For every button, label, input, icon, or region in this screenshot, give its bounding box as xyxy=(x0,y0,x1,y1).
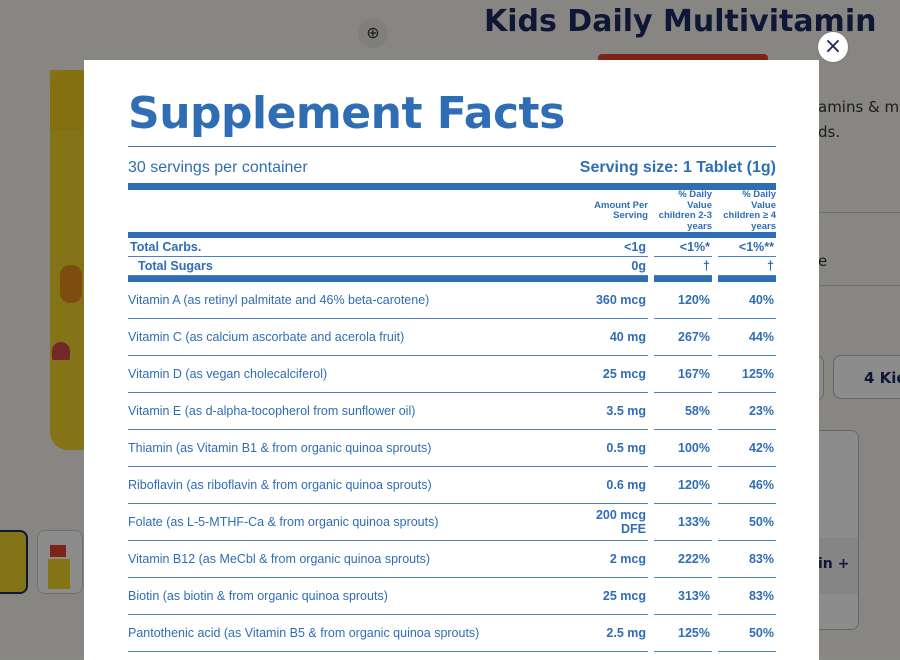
daily-value-4: 83% xyxy=(718,541,776,578)
daily-value-2-3: † xyxy=(654,257,712,276)
daily-value-2-3: <1%* xyxy=(654,238,712,257)
nutrient-name: Thiamin (as Vitamin B1 & from organic qu… xyxy=(128,430,584,467)
daily-value-2-3: 120% xyxy=(654,282,712,319)
table-row: Biotin (as biotin & from organic quinoa … xyxy=(128,578,776,615)
option-label: e xyxy=(818,252,828,270)
daily-value-4: 83% xyxy=(718,578,776,615)
table-row: Vitamin B12 (as MeCbl & from organic qui… xyxy=(128,541,776,578)
daily-value-4: 125% xyxy=(718,356,776,393)
thumbnail-1[interactable] xyxy=(0,530,28,594)
nutrient-amount: 2 mcg xyxy=(584,541,648,578)
table-row: Vitamin C (as calcium ascorbate and acer… xyxy=(128,319,776,356)
daily-value-4: † xyxy=(718,257,776,276)
daily-value-2-3: 58% xyxy=(654,393,712,430)
nutrient-amount: 40 mg xyxy=(584,319,648,356)
product-description-line: amins & m xyxy=(818,98,900,116)
nutrient-amount: 2.5 mg xyxy=(584,615,648,652)
nutrient-name: Vitamin A (as retinyl palmitate and 46% … xyxy=(128,282,584,319)
daily-value-4: 40% xyxy=(718,282,776,319)
product-description-line: ds. xyxy=(818,123,841,141)
nutrient-amount: 25 mcg xyxy=(584,578,648,615)
nutrient-amount: 200 mcg DFE xyxy=(584,504,648,541)
divider xyxy=(818,285,900,286)
table-header-row: Amount Per Serving % Daily Value childre… xyxy=(128,189,776,232)
nutrient-amount: 25 mcg xyxy=(584,356,648,393)
nutrient-amount: 3.5 mg xyxy=(584,393,648,430)
nutrient-name: Vitamin E (as d-alpha-tocopherol from su… xyxy=(128,393,584,430)
nutrition-table: Amount Per Serving % Daily Value childre… xyxy=(128,189,776,652)
nutrient-name: Biotin (as biotin & from organic quinoa … xyxy=(128,578,584,615)
supplement-facts-modal xyxy=(84,60,819,660)
supplement-facts-panel: Supplement Facts 30 servings per contain… xyxy=(128,88,776,652)
daily-value-4: 44% xyxy=(718,319,776,356)
nutrient-name: Total Carbs. xyxy=(128,238,584,257)
daily-value-2-3: 100% xyxy=(654,430,712,467)
daily-value-2-3: 222% xyxy=(654,541,712,578)
nutrient-name: Vitamin D (as vegan cholecalciferol) xyxy=(128,356,584,393)
thumbnail-2[interactable] xyxy=(37,530,83,594)
close-icon[interactable]: × xyxy=(818,32,848,62)
mushroom-sticker-icon xyxy=(52,342,70,360)
daily-value-4: 50% xyxy=(718,504,776,541)
divider-thick xyxy=(128,232,776,238)
serving-size: Serving size: 1 Tablet (1g) xyxy=(579,159,776,176)
subscription-box-label: in + xyxy=(818,538,858,594)
daily-value-2-3: 167% xyxy=(654,356,712,393)
daily-value-4: <1%** xyxy=(718,238,776,257)
pack-option-4-kids-button[interactable]: 4 Kid xyxy=(833,355,900,399)
table-row: Total Sugars 0g † † xyxy=(128,257,776,276)
zoom-in-icon[interactable]: ⊕ xyxy=(358,18,388,48)
table-row: Folate (as L-5-MTHF-Ca & from organic qu… xyxy=(128,504,776,541)
table-row: Vitamin E (as d-alpha-tocopherol from su… xyxy=(128,393,776,430)
nutrient-name: Folate (as L-5-MTHF-Ca & from organic qu… xyxy=(128,504,584,541)
table-row: Thiamin (as Vitamin B1 & from organic qu… xyxy=(128,430,776,467)
divider xyxy=(128,146,776,147)
nutrient-name: Vitamin B12 (as MeCbl & from organic qui… xyxy=(128,541,584,578)
table-row: Total Carbs. <1g <1%* <1%** xyxy=(128,238,776,257)
nutrient-amount: 360 mcg xyxy=(584,282,648,319)
daily-value-4: 23% xyxy=(718,393,776,430)
divider-thick xyxy=(128,183,776,190)
daily-value-2-3: 133% xyxy=(654,504,712,541)
daily-value-4: 46% xyxy=(718,467,776,504)
servings-per-container: 30 servings per container xyxy=(128,159,308,176)
header-dv-4: % Daily Value children ≥ 4 years xyxy=(723,189,776,232)
nutrient-name: Total Sugars xyxy=(128,257,584,276)
nutrient-name: Vitamin C (as calcium ascorbate and acer… xyxy=(128,319,584,356)
supplement-facts-title: Supplement Facts xyxy=(128,88,565,139)
daily-value-2-3: 120% xyxy=(654,467,712,504)
nutrient-amount: <1g xyxy=(584,238,648,257)
table-row: Pantothenic acid (as Vitamin B5 & from o… xyxy=(128,615,776,652)
nutrient-amount: 0g xyxy=(584,257,648,276)
header-amount-per-serving: Amount Per Serving xyxy=(594,199,648,221)
daily-value-4: 50% xyxy=(718,615,776,652)
product-title: Kids Daily Multivitamin xyxy=(484,4,877,39)
serving-info: 30 servings per container Serving size: … xyxy=(128,147,776,177)
daily-value-2-3: 267% xyxy=(654,319,712,356)
table-row: Vitamin A (as retinyl palmitate and 46% … xyxy=(128,282,776,319)
daily-value-2-3: 125% xyxy=(654,615,712,652)
header-dv-2-3: % Daily Value children 2-3 years xyxy=(658,189,712,232)
table-row: Riboflavin (as riboflavin & from organic… xyxy=(128,467,776,504)
nutrient-amount: 0.5 mg xyxy=(584,430,648,467)
nutrient-name: Riboflavin (as riboflavin & from organic… xyxy=(128,467,584,504)
subscription-box[interactable] xyxy=(818,430,859,630)
divider-thick xyxy=(128,276,776,282)
divider xyxy=(818,212,900,213)
table-row: Vitamin D (as vegan cholecalciferol) 25 m… xyxy=(128,356,776,393)
daily-value-4: 42% xyxy=(718,430,776,467)
nutrient-name: Pantothenic acid (as Vitamin B5 & from o… xyxy=(128,615,584,652)
pepper-sticker-icon xyxy=(60,265,82,303)
daily-value-2-3: 313% xyxy=(654,578,712,615)
nutrient-amount: 0.6 mg xyxy=(584,467,648,504)
